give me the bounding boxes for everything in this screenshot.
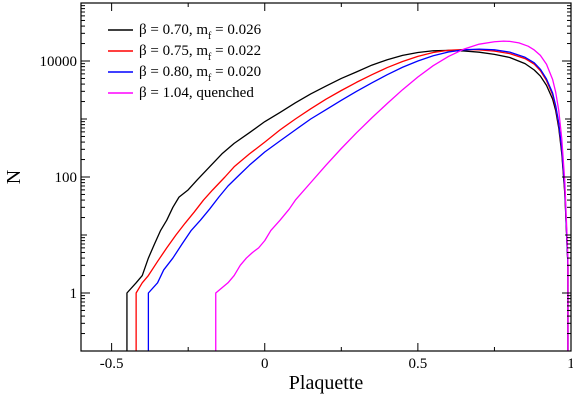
y-tick-label: 10000: [40, 54, 78, 70]
y-tick-label: 1: [70, 286, 78, 302]
x-axis-title: Plaquette: [289, 372, 364, 394]
legend-label-main: β = 0.75, m: [139, 43, 208, 59]
x-tick-label: 1: [567, 356, 573, 372]
y-axis-title: N: [3, 170, 25, 184]
legend-label-0: β = 0.70, mf = 0.026: [139, 22, 262, 42]
legend-label-2: β = 0.80, mf = 0.020: [139, 64, 261, 84]
legend-label-main: β = 0.70, m: [139, 22, 208, 38]
legend-label-rest: = 0.020: [211, 64, 261, 80]
x-tick-label: 0.5: [409, 356, 428, 372]
y-tick-label: 100: [55, 170, 78, 186]
legend-label-rest: = 0.026: [211, 22, 261, 38]
legend-label-1: β = 0.75, mf = 0.022: [139, 43, 261, 63]
series-line-3: [216, 41, 568, 356]
x-tick-label: 0: [261, 356, 269, 372]
legend-label-rest: = 0.022: [211, 43, 261, 59]
legend-label-3: β = 1.04, quenched: [139, 85, 254, 101]
legend-label-main: β = 0.80, m: [139, 64, 208, 80]
x-tick-label: -0.5: [100, 356, 124, 372]
legend-label-main: β = 1.04, quenched: [139, 85, 254, 101]
